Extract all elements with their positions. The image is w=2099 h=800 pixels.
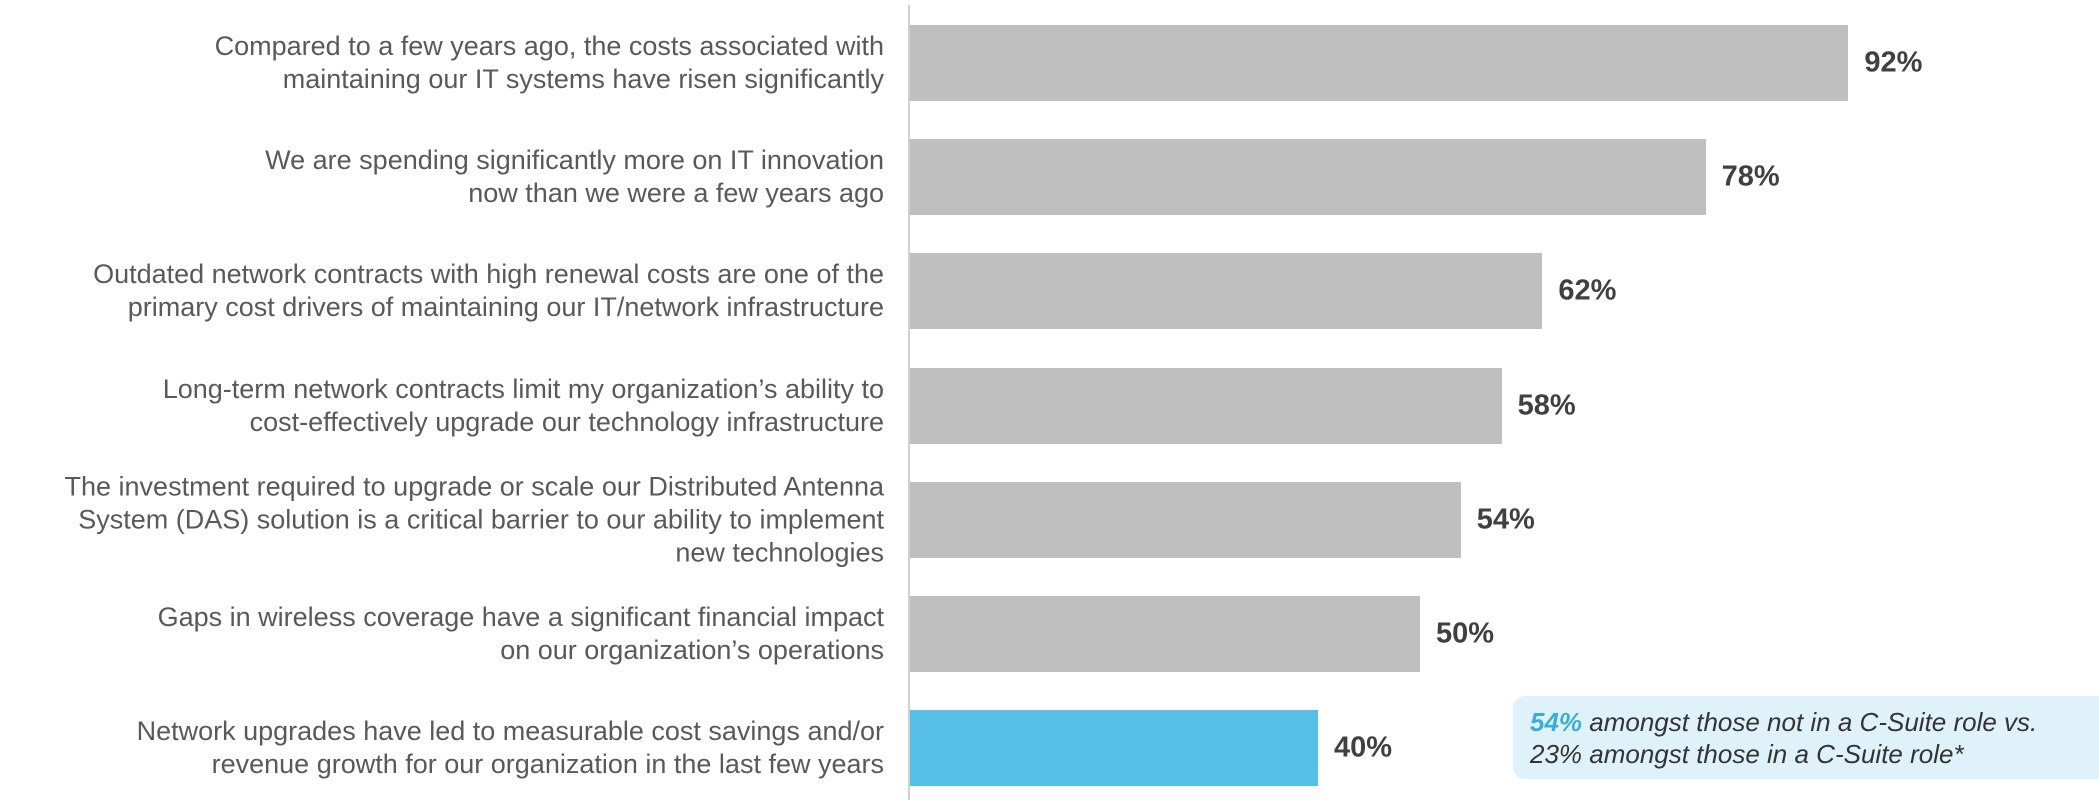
value-label: 62% xyxy=(1558,274,1617,307)
bar xyxy=(910,253,1543,330)
axis-line xyxy=(908,5,910,800)
value-label: 40% xyxy=(1334,731,1393,764)
annotation-highlight: 54% xyxy=(1530,706,1583,737)
category-label: Compared to a few years ago, the costs a… xyxy=(214,31,884,94)
value-label: 58% xyxy=(1517,389,1576,422)
category-label: Gaps in wireless coverage have a signifi… xyxy=(157,602,884,665)
category-label: Network upgrades have led to measurable … xyxy=(136,716,884,780)
value-label: 50% xyxy=(1436,617,1495,650)
value-label: 92% xyxy=(1864,46,1923,79)
category-label: The investment required to upgrade or sc… xyxy=(64,471,884,568)
bar xyxy=(910,139,1706,216)
annotation-body: amongst those not in a C-Suite role vs. … xyxy=(1530,706,2038,769)
category-label: We are spending significantly more on IT… xyxy=(265,145,884,209)
value-label: 78% xyxy=(1721,160,1780,193)
bar xyxy=(910,481,1461,558)
annotation-text: 54% amongst those not in a C-Suite role … xyxy=(1530,706,2037,770)
bar xyxy=(910,596,1420,672)
bar xyxy=(910,25,1849,101)
bar xyxy=(910,710,1318,787)
category-label: Outdated network contracts with high ren… xyxy=(93,259,884,323)
category-label: Long-term network contracts limit my org… xyxy=(162,373,884,437)
bar xyxy=(910,367,1502,444)
annotation-box: 54% amongst those not in a C-Suite role … xyxy=(1513,696,2099,779)
value-label: 54% xyxy=(1476,503,1535,536)
